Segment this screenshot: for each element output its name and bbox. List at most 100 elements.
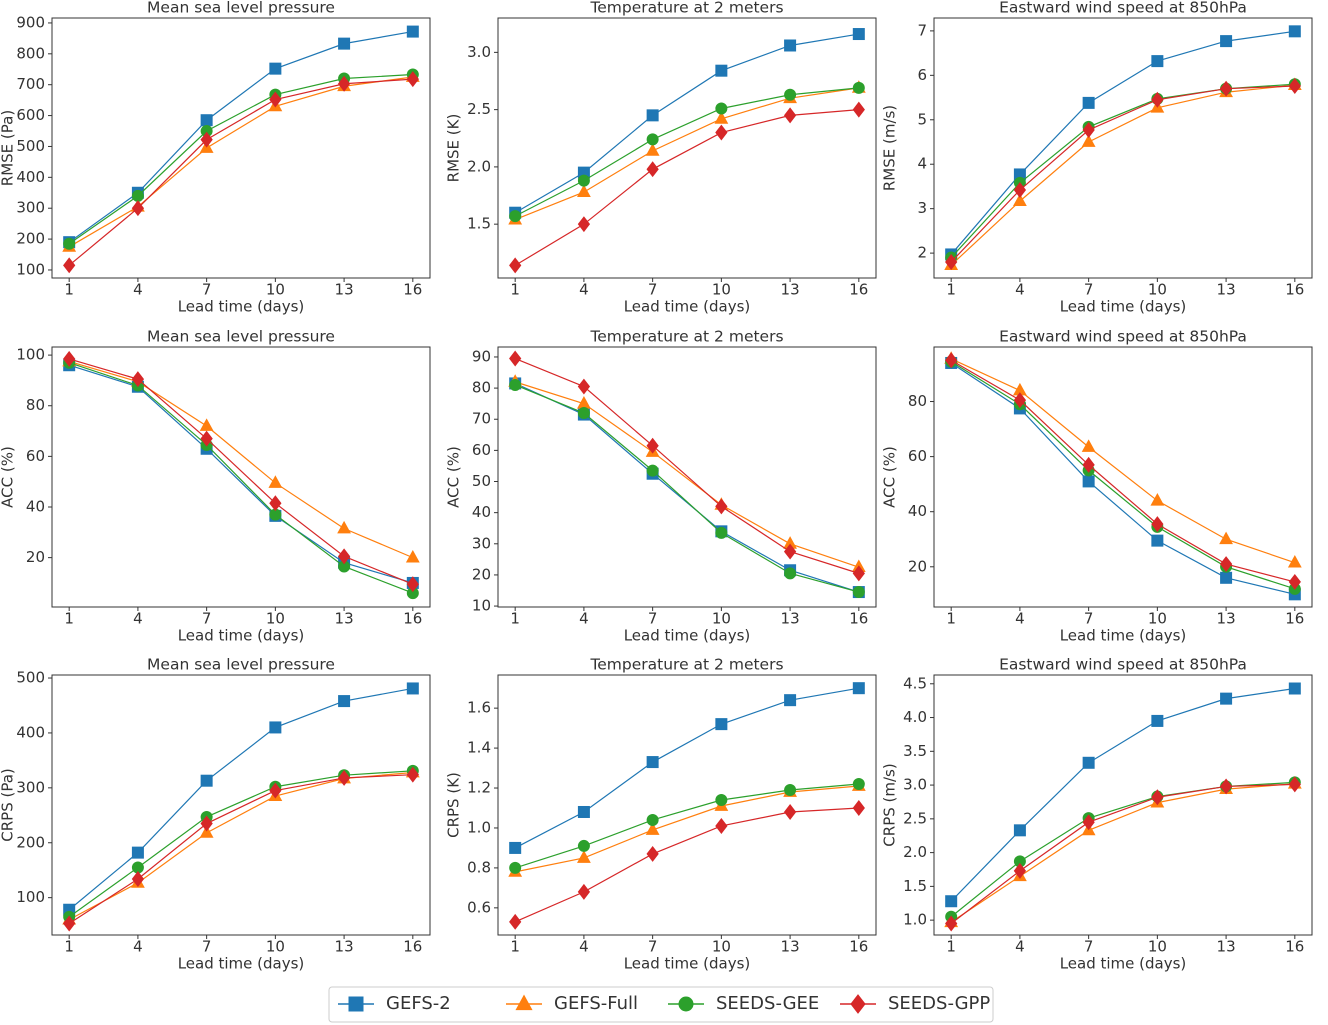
x-tick-label: 10 — [1148, 610, 1167, 628]
chart-title: Mean sea level pressure — [147, 656, 335, 674]
series-line — [950, 30, 1295, 255]
marker — [646, 464, 659, 477]
marker — [1219, 778, 1233, 795]
marker — [509, 861, 522, 874]
marker — [1288, 78, 1301, 94]
y-tick-label: 5 — [917, 110, 927, 128]
y-axis-label: RMSE (Pa) — [0, 110, 17, 186]
x-tick-label: 16 — [403, 938, 422, 956]
series-line — [68, 362, 414, 594]
y-tick-label: 200 — [16, 833, 45, 851]
legend-label: SEEDS-GPP — [888, 993, 990, 1014]
x-tick-label: 10 — [1148, 938, 1167, 956]
y-tick-label: 1.2 — [467, 779, 491, 797]
marker — [577, 184, 591, 197]
y-tick-label: 80 — [26, 396, 45, 414]
marker — [200, 815, 213, 832]
x-axis-label: Lead time (days) — [624, 298, 751, 316]
y-tick-label: 80 — [472, 379, 491, 397]
y-axis-label: CRPS (Pa) — [0, 768, 17, 842]
marker — [852, 800, 865, 816]
marker — [63, 237, 76, 250]
marker — [509, 913, 522, 930]
y-tick-label: 20 — [908, 557, 927, 575]
y-axis-label: ACC (%) — [445, 446, 463, 508]
series-line — [68, 30, 413, 243]
y-tick-label: 0.6 — [467, 898, 491, 916]
marker — [131, 189, 144, 202]
marker — [784, 88, 797, 101]
y-tick-label: 60 — [908, 447, 927, 465]
y-axis-label: RMSE (K) — [445, 114, 463, 183]
legend-frame — [328, 986, 994, 1023]
y-tick-label: 4 — [917, 155, 927, 173]
y-tick-label: 400 — [16, 168, 45, 186]
marker — [852, 101, 865, 118]
marker — [577, 839, 590, 852]
series-line — [950, 359, 1295, 583]
x-tick-label: 7 — [202, 610, 212, 628]
marker — [945, 915, 958, 932]
series-line — [514, 687, 859, 849]
marker — [1151, 714, 1164, 727]
x-tick-label: 4 — [133, 281, 143, 299]
y-tick-label: 2.0 — [903, 843, 927, 861]
x-tick-label: 10 — [712, 610, 731, 628]
marker — [646, 845, 659, 862]
marker — [945, 254, 958, 270]
y-tick-label: 20 — [26, 548, 45, 566]
y-tick-label: 3.5 — [903, 742, 927, 760]
x-tick-label: 1 — [946, 610, 956, 628]
marker — [199, 825, 214, 838]
marker — [1220, 692, 1233, 705]
series-line — [514, 807, 859, 923]
y-tick-label: 60 — [26, 447, 45, 465]
marker — [269, 91, 282, 108]
marker — [1150, 493, 1165, 506]
y-axis-label: RMSE (m/s) — [881, 105, 899, 191]
y-tick-label: 20 — [472, 565, 491, 583]
marker — [1288, 573, 1301, 590]
chart-title: Eastward wind speed at 850hPa — [999, 656, 1247, 674]
x-axis-label: Lead time (days) — [624, 955, 751, 973]
marker — [1151, 789, 1164, 806]
series-line — [69, 364, 413, 584]
x-tick-label: 16 — [849, 281, 868, 299]
y-tick-label: 900 — [16, 13, 45, 31]
marker — [945, 895, 958, 908]
x-tick-label: 1 — [510, 281, 520, 299]
y-tick-label: 40 — [472, 503, 491, 521]
series-line — [68, 771, 413, 921]
plot-frame — [497, 17, 877, 279]
x-tick-label: 1 — [64, 938, 74, 956]
marker — [1151, 91, 1164, 108]
x-tick-label: 13 — [335, 281, 354, 299]
series-line — [950, 84, 1295, 266]
series-line — [69, 358, 414, 585]
marker — [577, 216, 591, 233]
marker — [406, 25, 419, 38]
x-tick-label: 1 — [946, 281, 956, 299]
x-tick-label: 4 — [1015, 281, 1025, 299]
x-tick-label: 10 — [266, 610, 285, 628]
y-axis-label: CRPS (K) — [445, 772, 463, 838]
x-tick-label: 4 — [579, 281, 589, 299]
marker — [200, 131, 213, 148]
y-tick-label: 200 — [16, 230, 45, 248]
marker — [645, 143, 660, 156]
x-tick-label: 7 — [1084, 281, 1094, 299]
y-tick-label: 3 — [917, 199, 927, 217]
legend: GEFS-2 GEFS-Full SEEDS-GEE SEEDS-GPP — [328, 986, 994, 1023]
y-tick-label: 1.5 — [903, 877, 927, 895]
marker — [200, 430, 213, 447]
marker — [63, 915, 76, 932]
x-tick-label: 16 — [1285, 281, 1304, 299]
x-axis-label: Lead time (days) — [624, 627, 751, 645]
chart-title: Temperature at 2 meters — [589, 328, 783, 346]
y-tick-label: 40 — [908, 502, 927, 520]
x-tick-label: 13 — [1217, 610, 1236, 628]
chart-title: Mean sea level pressure — [147, 328, 335, 346]
y-tick-label: 800 — [16, 44, 45, 62]
marker — [784, 784, 797, 797]
